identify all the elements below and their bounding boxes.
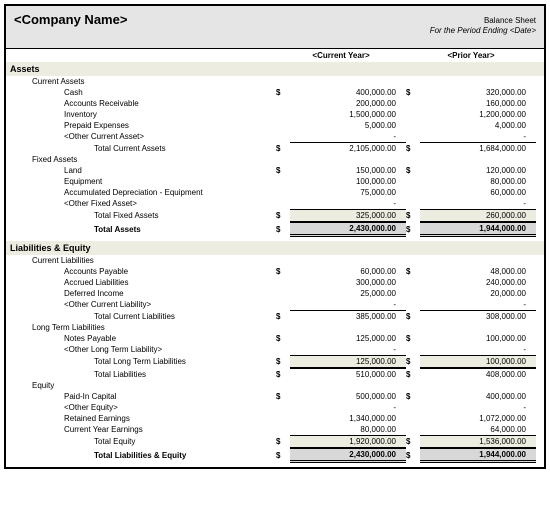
period-line: For the Period Ending <Date> xyxy=(430,26,536,36)
row-retained: Retained Earnings 1,340,000.00 1,072,000… xyxy=(6,413,544,424)
doc-title: Balance Sheet xyxy=(430,16,536,26)
subhead-current-liab: Current Liabilities xyxy=(6,255,544,266)
subhead-current-assets: Current Assets xyxy=(6,76,544,87)
row-notes: Notes Payable $125,000.00 $100,000.00 xyxy=(6,333,544,344)
header-block: <Company Name> Balance Sheet For the Per… xyxy=(6,6,544,48)
column-headers: <Current Year> <Prior Year> xyxy=(6,49,544,62)
row-cash: Cash $400,000.00 $320,000.00 xyxy=(6,87,544,98)
row-accdep: Accumulated Depreciation - Equipment 75,… xyxy=(6,187,544,198)
subhead-equity: Equity xyxy=(6,380,544,391)
row-other-ca: <Other Current Asset> - - xyxy=(6,131,544,142)
row-total-fa: Total Fixed Assets $325,000.00 $260,000.… xyxy=(6,209,544,222)
row-accrued: Accrued Liabilities 300,000.00 240,000.0… xyxy=(6,277,544,288)
section-liab-equity: Liabilities & Equity xyxy=(6,241,544,255)
row-ap: Accounts Payable $60,000.00 $48,000.00 xyxy=(6,266,544,277)
row-other-fa: <Other Fixed Asset> - - xyxy=(6,198,544,209)
row-total-lt: Total Long Term Liabilities $125,000.00 … xyxy=(6,355,544,368)
row-land: Land $150,000.00 $120,000.00 xyxy=(6,165,544,176)
row-total-cl: Total Current Liabilities $385,000.00 $3… xyxy=(6,310,544,322)
row-total-equity: Total Equity $1,920,000.00 $1,536,000.00 xyxy=(6,435,544,448)
col-current: <Current Year> xyxy=(276,51,406,60)
section-assets: Assets xyxy=(6,62,544,76)
balance-sheet: <Company Name> Balance Sheet For the Per… xyxy=(4,4,546,469)
header-right: Balance Sheet For the Period Ending <Dat… xyxy=(430,16,536,37)
row-other-lt: <Other Long Term Liability> - - xyxy=(6,344,544,355)
col-prior: <Prior Year> xyxy=(406,51,536,60)
subhead-longterm: Long Term Liabilities xyxy=(6,322,544,333)
row-cye: Current Year Earnings 80,000.00 64,000.0… xyxy=(6,424,544,435)
subhead-fixed-assets: Fixed Assets xyxy=(6,154,544,165)
row-inventory: Inventory 1,500,000.00 1,200,000.00 xyxy=(6,109,544,120)
row-other-equity: <Other Equity> - - xyxy=(6,402,544,413)
row-equipment: Equipment 100,000.00 80,000.00 xyxy=(6,176,544,187)
row-total-ca: Total Current Assets $2,105,000.00 $1,68… xyxy=(6,142,544,154)
row-paidin: Paid-In Capital $500,000.00 $400,000.00 xyxy=(6,391,544,402)
row-total-liab-equity: Total Liabilities & Equity $2,430,000.00… xyxy=(6,448,544,463)
row-total-liab: Total Liabilities $510,000.00 $408,000.0… xyxy=(6,368,544,380)
row-other-cl: <Other Current Liability> - - xyxy=(6,299,544,310)
row-total-assets: Total Assets $2,430,000.00 $1,944,000.00 xyxy=(6,222,544,237)
row-ar: Accounts Receivable 200,000.00 160,000.0… xyxy=(6,98,544,109)
row-prepaid: Prepaid Expenses 5,000.00 4,000.00 xyxy=(6,120,544,131)
row-deferred: Deferred Income 25,000.00 20,000.00 xyxy=(6,288,544,299)
